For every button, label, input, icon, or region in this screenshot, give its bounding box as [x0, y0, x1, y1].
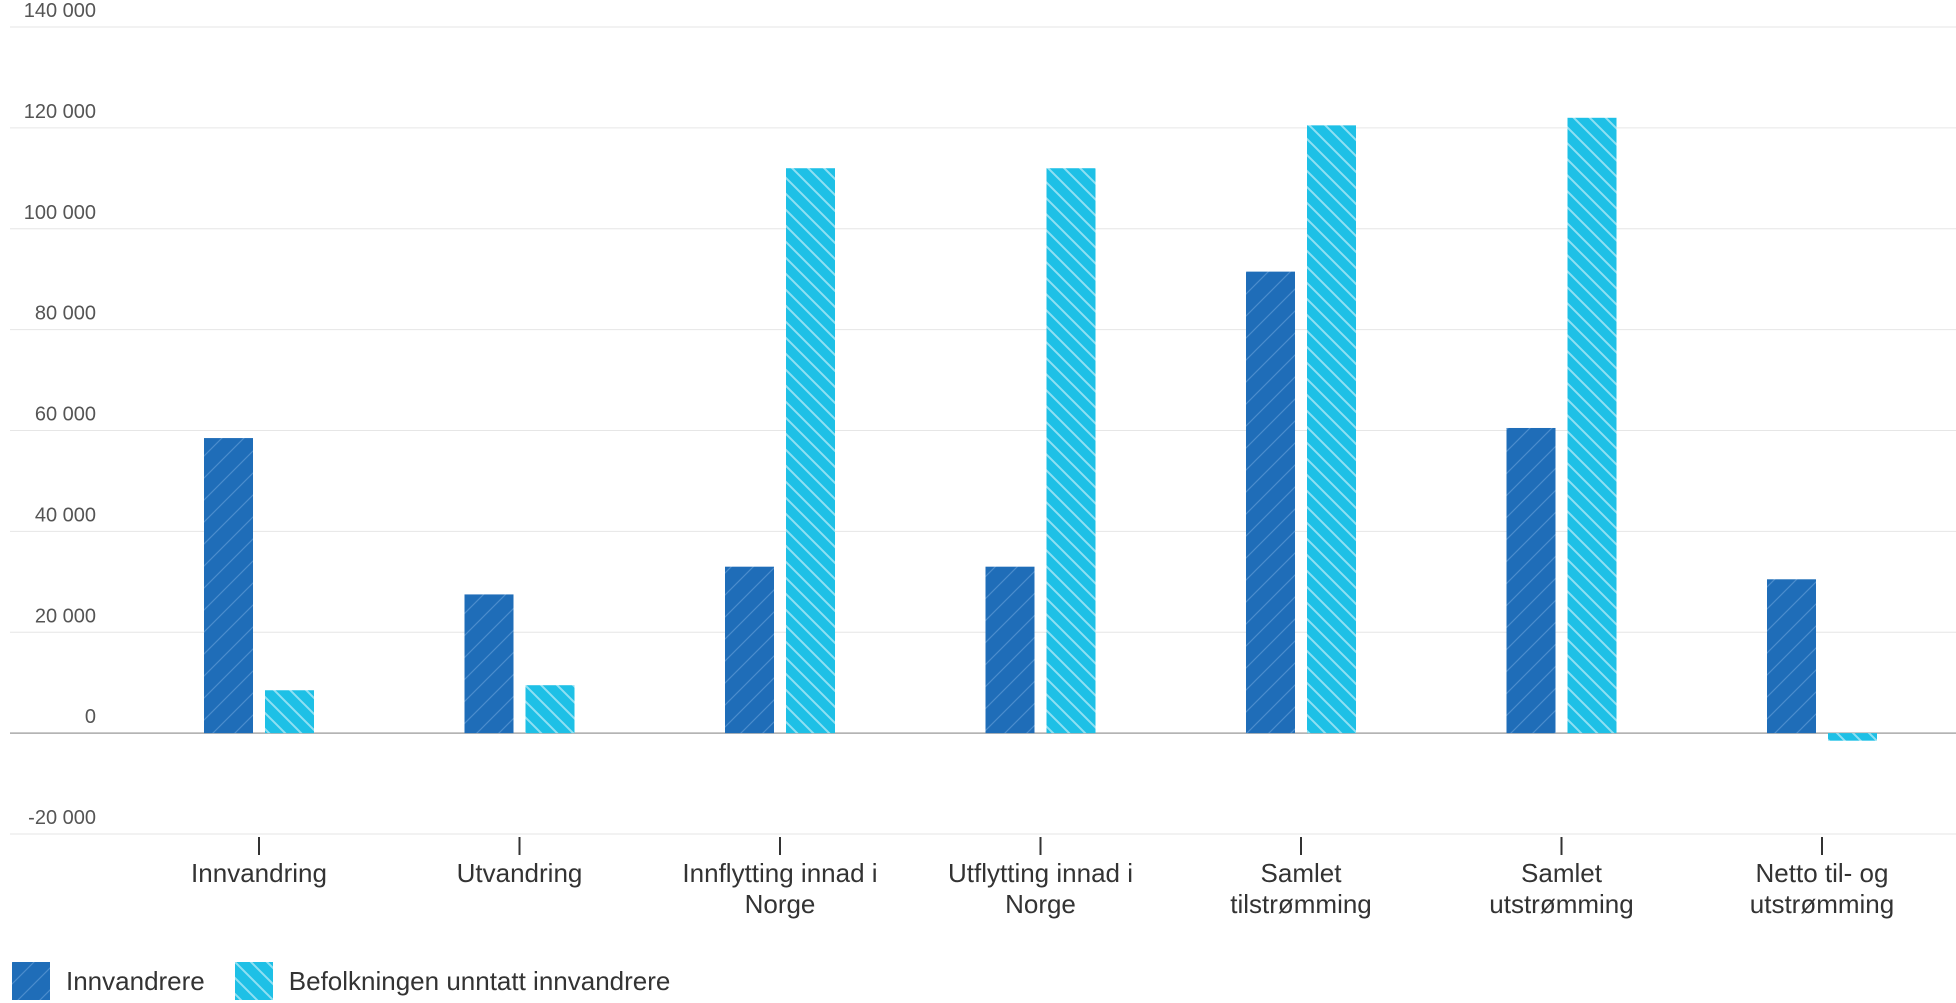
bar-befolkningen[interactable] — [786, 168, 835, 734]
legend-swatch-befolkningen — [234, 962, 273, 1000]
bar-innvandrere[interactable] — [464, 594, 514, 734]
legend: Innvandrere Befolkningen unntatt innvand… — [12, 962, 700, 1000]
y-tick-label: 60 000 — [35, 404, 96, 426]
bar-innvandrere[interactable] — [1506, 427, 1556, 734]
y-tick-label: 80 000 — [35, 303, 96, 325]
bar-innvandrere[interactable] — [985, 566, 1035, 734]
bar-innvandrere[interactable] — [1246, 271, 1295, 734]
legend-swatch-innvandrere — [12, 962, 50, 1000]
bar-innvandrere[interactable] — [725, 566, 774, 734]
legend-label-innvandrere: Innvandrere — [66, 965, 205, 996]
bar-befolkningen[interactable] — [265, 690, 314, 734]
bar-innvandrere[interactable] — [204, 438, 253, 734]
y-tick-label: 20 000 — [35, 605, 96, 627]
bar-innvandrere[interactable] — [1767, 579, 1816, 734]
y-tick-label: 100 000 — [24, 202, 96, 224]
bar-befolkningen[interactable] — [1567, 117, 1617, 734]
x-tick-label: Utvandring — [457, 858, 583, 888]
x-tick-label: Samlet — [1261, 858, 1343, 888]
x-tick-label: Innflytting innad i — [682, 858, 877, 888]
x-tick-label: Samlet — [1521, 858, 1603, 888]
legend-item-innvandrere[interactable]: Innvandrere — [12, 962, 205, 1000]
y-tick-label: 40 000 — [35, 504, 96, 526]
bar-befolkningen[interactable] — [1307, 125, 1356, 734]
bars — [204, 117, 1877, 741]
y-tick-label: 120 000 — [24, 101, 96, 123]
legend-label-befolkningen: Befolkningen unntatt innvandrere — [288, 965, 671, 996]
legend-item-befolkningen[interactable]: Befolkningen unntatt innvandrere — [234, 962, 671, 1000]
x-tick-label: Norge — [745, 889, 816, 919]
y-tick-label: -20 000 — [28, 807, 96, 829]
x-tick-label: Utflytting innad i — [948, 858, 1133, 888]
bar-befolkningen[interactable] — [525, 685, 575, 734]
x-tick-label: Netto til- og — [1756, 858, 1889, 888]
x-tick-label: Norge — [1005, 889, 1076, 919]
x-tick-label: Innvandring — [191, 858, 327, 888]
x-tick-label: utstrømming — [1750, 889, 1894, 919]
grid — [10, 26, 1956, 835]
y-axis: 140 000 120 000 100 000 80 000 60 000 40 000 2… — [24, 0, 96, 829]
y-tick-label: 0 — [85, 706, 96, 728]
bar-befolkningen[interactable] — [1046, 168, 1096, 734]
x-axis: Innvandring Utvandring Innflytting innad i… — [191, 837, 1894, 919]
x-tick-label: tilstrømming — [1230, 889, 1372, 919]
bar-befolkningen[interactable] — [1828, 733, 1877, 741]
x-tick-label: utstrømming — [1489, 889, 1633, 919]
y-tick-label: 140 000 — [24, 0, 96, 22]
